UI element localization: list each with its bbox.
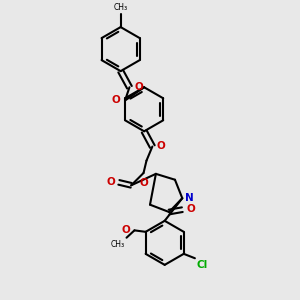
Text: O: O — [111, 95, 120, 105]
Text: O: O — [122, 225, 130, 235]
Text: CH₃: CH₃ — [114, 3, 128, 12]
Text: N: N — [184, 193, 194, 202]
Text: O: O — [134, 82, 143, 92]
Text: O: O — [186, 204, 195, 214]
Text: O: O — [106, 177, 115, 187]
Text: Cl: Cl — [197, 260, 208, 270]
Text: CH₃: CH₃ — [110, 240, 124, 249]
Text: O: O — [139, 178, 148, 188]
Text: O: O — [157, 141, 166, 151]
